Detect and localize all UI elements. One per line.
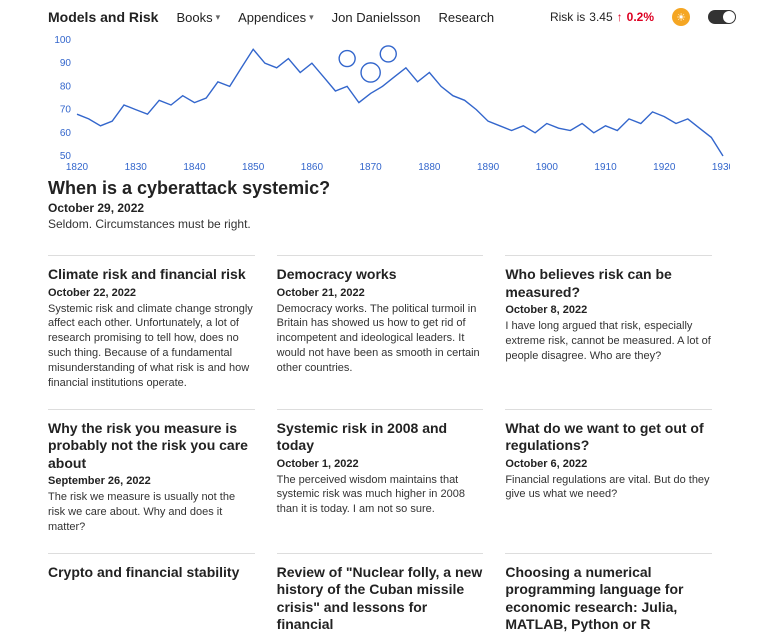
svg-text:1870: 1870: [360, 162, 383, 173]
post-date: October 1, 2022: [277, 458, 484, 470]
post-excerpt: Democracy works. The political turmoil i…: [277, 302, 484, 376]
post-card[interactable]: Why the risk you measure is probably not…: [48, 409, 255, 535]
nav-books[interactable]: Books ▾: [176, 10, 220, 25]
svg-text:1830: 1830: [125, 162, 148, 173]
post-title: Crypto and financial stability: [48, 564, 255, 582]
hero-chart: 50 60 70 80 90 100 1820 1830 1840 1850 1860 1870 188…: [0, 34, 760, 174]
chevron-down-icon: ▾: [216, 12, 221, 23]
svg-text:1900: 1900: [536, 162, 559, 173]
post-title: Choosing a numerical programming languag…: [505, 564, 712, 634]
svg-text:1890: 1890: [477, 162, 500, 173]
svg-text:1920: 1920: [653, 162, 676, 173]
svg-text:1860: 1860: [301, 162, 324, 173]
arrow-up-icon: ↑: [617, 10, 623, 24]
svg-text:90: 90: [60, 58, 72, 69]
post-excerpt: I have long argued that risk, especially…: [505, 319, 712, 364]
chevron-down-icon: ▾: [309, 12, 314, 23]
post-card[interactable]: Review of "Nuclear folly, a new history …: [277, 553, 484, 637]
post-card[interactable]: Systemic risk in 2008 and today October …: [277, 409, 484, 535]
nav-research[interactable]: Research: [439, 10, 495, 25]
post-date: October 8, 2022: [505, 304, 712, 316]
post-card[interactable]: Choosing a numerical programming languag…: [505, 553, 712, 637]
post-card[interactable]: Democracy works October 21, 2022 Democra…: [277, 255, 484, 391]
post-title: Who believes risk can be measured?: [505, 266, 712, 301]
post-card[interactable]: Who believes risk can be measured? Octob…: [505, 255, 712, 391]
svg-text:1850: 1850: [242, 162, 265, 173]
svg-text:60: 60: [60, 128, 72, 139]
featured-title: When is a cyberattack systemic?: [48, 178, 712, 199]
post-card[interactable]: Climate risk and financial risk October …: [48, 255, 255, 391]
nav-jon[interactable]: Jon Danielsson: [332, 10, 421, 25]
post-date: September 26, 2022: [48, 475, 255, 487]
risk-indicator: Risk is 3.45 ↑ 0.2%: [550, 10, 654, 24]
post-card[interactable]: What do we want to get out of regulation…: [505, 409, 712, 535]
post-excerpt: Financial regulations are vital. But do …: [505, 473, 712, 503]
top-navbar: Models and Risk Books ▾ Appendices ▾ Jon…: [0, 0, 760, 34]
post-excerpt: Systemic risk and climate change strongl…: [48, 302, 255, 391]
post-grid: Climate risk and financial risk October …: [0, 241, 760, 637]
featured-date: October 29, 2022: [48, 201, 712, 215]
nav-appendices[interactable]: Appendices ▾: [238, 10, 313, 25]
svg-text:1840: 1840: [183, 162, 206, 173]
svg-text:1880: 1880: [418, 162, 441, 173]
svg-text:1910: 1910: [594, 162, 617, 173]
svg-text:1930: 1930: [712, 162, 730, 173]
svg-text:70: 70: [60, 105, 72, 116]
theme-toggle[interactable]: [708, 10, 736, 24]
post-title: Review of "Nuclear folly, a new history …: [277, 564, 484, 634]
post-title: Climate risk and financial risk: [48, 266, 255, 284]
post-date: October 21, 2022: [277, 287, 484, 299]
svg-text:50: 50: [60, 151, 72, 162]
post-date: October 22, 2022: [48, 287, 255, 299]
post-card[interactable]: Crypto and financial stability: [48, 553, 255, 637]
post-excerpt: The perceived wisdom maintains that syst…: [277, 473, 484, 518]
post-excerpt: The risk we measure is usually not the r…: [48, 490, 255, 535]
svg-text:1820: 1820: [66, 162, 89, 173]
svg-text:80: 80: [60, 81, 72, 92]
sun-icon: ☀: [672, 8, 690, 26]
post-title: What do we want to get out of regulation…: [505, 420, 712, 455]
post-date: October 6, 2022: [505, 458, 712, 470]
featured-post[interactable]: When is a cyberattack systemic? October …: [0, 174, 760, 241]
featured-excerpt: Seldom. Circumstances must be right.: [48, 217, 712, 231]
post-title: Democracy works: [277, 266, 484, 284]
post-title: Systemic risk in 2008 and today: [277, 420, 484, 455]
brand-title[interactable]: Models and Risk: [48, 9, 158, 25]
line-chart-svg: 50 60 70 80 90 100 1820 1830 1840 1850 1860 1870 188…: [48, 34, 730, 174]
svg-text:100: 100: [54, 35, 71, 46]
post-title: Why the risk you measure is probably not…: [48, 420, 255, 473]
